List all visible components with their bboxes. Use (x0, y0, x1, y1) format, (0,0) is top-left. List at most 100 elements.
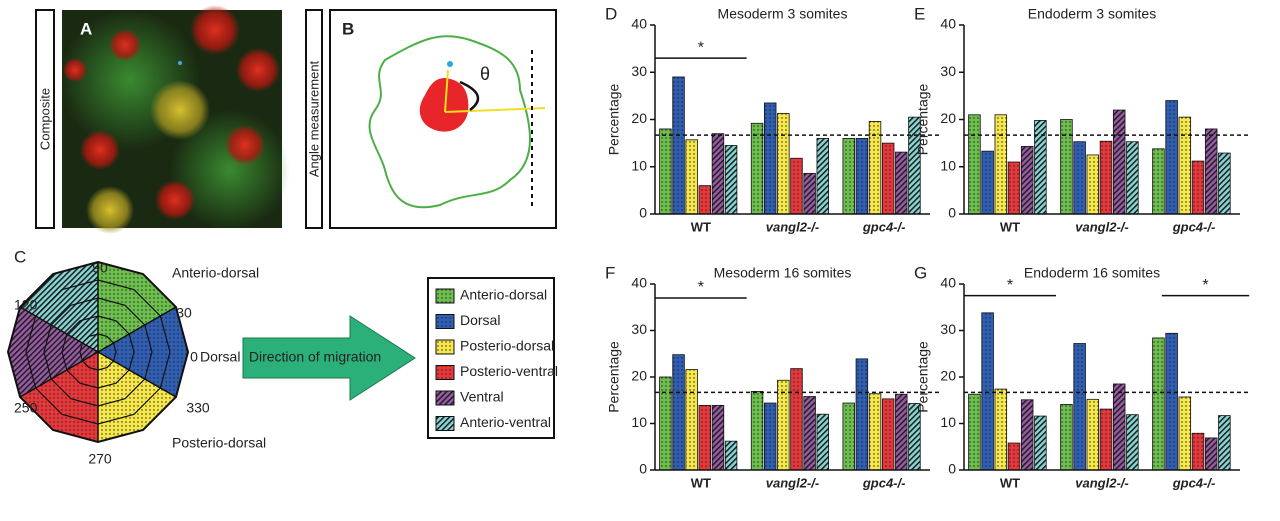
x-tick-label: vangl2-/- (766, 475, 819, 490)
y-axis-label: Percentage (606, 341, 622, 413)
x-tick-label: gpc4-/- (1172, 219, 1216, 234)
y-tick-label: 0 (639, 205, 647, 221)
y-tick-label: 40 (940, 275, 956, 291)
bar (1152, 337, 1165, 471)
bar (881, 142, 895, 215)
bar (1112, 383, 1126, 471)
x-tick-label: WT (691, 219, 711, 234)
bar (1191, 160, 1205, 215)
legend-swatch (435, 339, 455, 355)
polar-spoke (97, 306, 177, 353)
angle-label: 250 (14, 400, 38, 416)
bar (816, 137, 829, 215)
angle-label: 0 (190, 349, 198, 365)
polar-diagram (6, 260, 190, 444)
panel-label: Composite (37, 88, 52, 150)
y-axis-label: Percentage (915, 341, 931, 413)
bar (1073, 141, 1086, 215)
bar (777, 112, 790, 215)
y-tick-label: 30 (940, 63, 956, 79)
legend-swatch (435, 416, 455, 431)
bar (763, 402, 777, 471)
panel-letter: G (914, 263, 927, 282)
panel-letter: A (80, 19, 92, 38)
bar (895, 151, 908, 215)
bar (895, 393, 908, 471)
bar (724, 440, 738, 471)
bar (1218, 415, 1231, 471)
bar (803, 396, 816, 471)
y-tick-label: 40 (631, 16, 647, 32)
y-tick-label: 40 (940, 16, 956, 32)
chart-title: Endoderm 3 somites (1028, 6, 1156, 22)
bar (790, 368, 803, 471)
legend-swatch (435, 365, 455, 380)
angle-label: 30 (176, 305, 192, 321)
bar (777, 379, 790, 471)
x-tick-label: vangl2-/- (1075, 219, 1128, 234)
angle-ray (444, 69, 449, 113)
bar (724, 145, 738, 215)
y-tick-label: 30 (631, 63, 647, 79)
panel-letter: D (605, 4, 617, 23)
bar (994, 388, 1008, 471)
bar (1178, 396, 1192, 471)
bar (1152, 148, 1165, 215)
y-axis-label: Percentage (915, 83, 931, 155)
chart-title: Endoderm 16 somites (1024, 265, 1160, 281)
bar (1020, 146, 1034, 215)
legend-label: Anterio-dorsal (460, 287, 547, 303)
angle-arc (459, 80, 480, 111)
chart-title: Mesoderm 16 somites (714, 265, 852, 281)
panel-label: Angle measurement (306, 60, 321, 177)
bar (981, 150, 994, 215)
bar (855, 358, 869, 471)
direction-label: Anterio-dorsal (172, 265, 259, 281)
polar-spoke (97, 351, 177, 398)
legend-swatch (435, 288, 455, 304)
y-tick-label: 10 (631, 157, 647, 173)
y-tick-label: 0 (639, 461, 647, 477)
bar (1218, 152, 1231, 215)
panel-letter: F (605, 263, 615, 282)
bar (1060, 119, 1073, 215)
bar (1007, 161, 1021, 215)
bar (1099, 140, 1113, 215)
bar (750, 122, 764, 215)
bar (1126, 414, 1139, 471)
bar (750, 391, 764, 471)
bar (711, 133, 725, 215)
y-tick-label: 20 (940, 368, 956, 384)
x-tick-label: gpc4-/- (862, 219, 906, 234)
bar (1073, 343, 1086, 471)
polar-sector (98, 262, 176, 352)
angle-label: 90 (92, 260, 108, 276)
legend-label: Dorsal (460, 312, 500, 328)
x-tick-label: gpc4-/- (1172, 475, 1216, 490)
label-box (35, 9, 55, 229)
migration-arrow (242, 315, 416, 401)
bar (1060, 404, 1073, 471)
y-tick-label: 20 (631, 110, 647, 126)
bar (1007, 442, 1021, 471)
bar (816, 413, 829, 471)
bar (994, 114, 1008, 215)
panel-letter: E (914, 4, 925, 23)
bar (881, 398, 895, 471)
bar (842, 137, 855, 215)
bar (1112, 109, 1126, 215)
bar (855, 137, 869, 215)
panel-letter: C (14, 247, 26, 266)
bar (803, 172, 816, 215)
polar-sector (20, 262, 98, 352)
bar (1191, 432, 1205, 471)
micrograph (60, 5, 290, 234)
bar (763, 102, 777, 215)
bar (1165, 332, 1178, 471)
angle-label: 120 (14, 297, 38, 313)
legend-swatch (435, 314, 455, 329)
legend-label: Posterio-dorsal (460, 338, 554, 354)
angle-label: 330 (186, 400, 210, 416)
